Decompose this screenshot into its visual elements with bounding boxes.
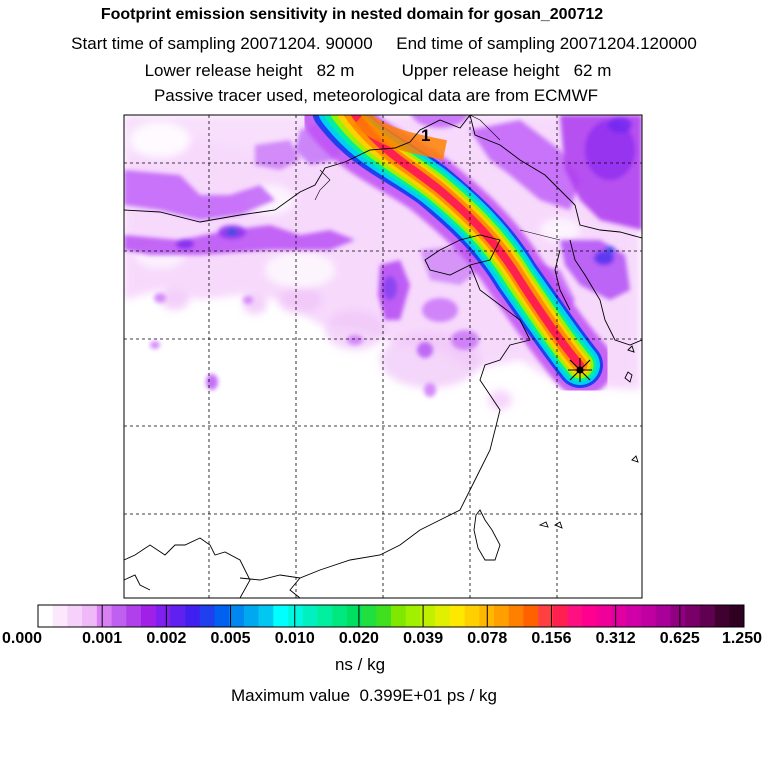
- colorbar-swatch: [449, 605, 465, 627]
- plume-label: 1: [421, 126, 430, 145]
- colorbar-labels: 0.000 0.001 0.002 0.005 0.010 0.020 0.039 0.078…: [2, 630, 762, 647]
- colorbar-swatch: [670, 605, 686, 627]
- colorbar-tick-label: 0.005: [211, 630, 251, 647]
- colorbar-swatch: [611, 605, 627, 627]
- colorbar-tick-label: 0.625: [660, 630, 700, 647]
- colorbar-swatch: [641, 605, 657, 627]
- colorbar-swatch: [96, 605, 112, 627]
- colorbar-swatch: [435, 605, 451, 627]
- country-borders: [314, 115, 561, 241]
- colorbar-frame: [37, 604, 745, 628]
- colorbar-swatch: [420, 605, 436, 627]
- colorbar-swatch: [243, 605, 259, 627]
- colorbar-swatch: [582, 605, 598, 627]
- lat-lon-grid: [124, 115, 642, 598]
- colorbar-swatch: [685, 605, 701, 627]
- colorbar-tick-label: 0.001: [82, 630, 122, 647]
- colorbar-tick-label: 0.078: [467, 630, 507, 647]
- colorbar-tick-label: 0.156: [531, 630, 571, 647]
- colorbar-swatch: [155, 605, 171, 627]
- colorbar-swatch: [258, 605, 274, 627]
- map-field: 1: [124, 115, 642, 598]
- colorbar-swatch: [38, 605, 54, 627]
- tracer-info-line: Passive tracer used, meteorological data…: [153, 86, 599, 105]
- coastlines: [124, 115, 642, 598]
- sampling-time-line: Start time of sampling 20071204. 90000 E…: [71, 34, 697, 53]
- colorbar-swatch: [317, 605, 333, 627]
- colorbar-tick-label: 1.250: [722, 630, 762, 647]
- colorbar-swatch: [140, 605, 156, 627]
- colorbar: [37, 604, 745, 628]
- colorbar-swatch: [199, 605, 215, 627]
- colorbar-swatch: [67, 605, 83, 627]
- colorbar-swatch: [346, 605, 362, 627]
- colorbar-swatch: [170, 605, 186, 627]
- colorbar-tick-label: 0.312: [596, 630, 636, 647]
- colorbar-swatch: [376, 605, 392, 627]
- colorbar-tick-label: 0.002: [146, 630, 186, 647]
- colorbar-swatch: [626, 605, 642, 627]
- colorbar-swatch: [214, 605, 230, 627]
- colorbar-swatch: [302, 605, 318, 627]
- colorbar-swatch: [288, 605, 304, 627]
- colorbar-swatch: [52, 605, 68, 627]
- colorbar-swatch: [82, 605, 98, 627]
- colorbar-swatch: [493, 605, 509, 627]
- colorbar-swatch: [229, 605, 245, 627]
- colorbar-swatch: [508, 605, 524, 627]
- colorbar-swatch: [111, 605, 127, 627]
- colorbar-swatch: [729, 605, 745, 627]
- colorbar-swatch: [538, 605, 554, 627]
- figure-title: Footprint emission sensitivity in nested…: [100, 6, 604, 23]
- map-frame: [123, 114, 643, 599]
- receptor-star-icon: [568, 358, 592, 382]
- colorbar-swatch: [714, 605, 730, 627]
- colorbar-swatch: [332, 605, 348, 627]
- units-label: ns / kg: [334, 655, 386, 674]
- colorbar-swatch: [596, 605, 612, 627]
- maximum-value-label: Maximum value 0.399E+01 ps / kg: [231, 686, 497, 705]
- colorbar-swatch: [126, 605, 142, 627]
- colorbar-swatch: [361, 605, 377, 627]
- colorbar-swatch: [185, 605, 201, 627]
- colorbar-tick-label: 0.039: [403, 630, 443, 647]
- colorbar-swatch: [655, 605, 671, 627]
- sensitivity-field-mid: [124, 115, 642, 397]
- colorbar-swatch: [273, 605, 289, 627]
- colorbar-swatch: [405, 605, 421, 627]
- colorbar-tick-label: 0.020: [339, 630, 379, 647]
- colorbar-swatch: [464, 605, 480, 627]
- colorbar-tick-label: 0.010: [275, 630, 315, 647]
- colorbar-swatch: [391, 605, 407, 627]
- release-height-line: Lower release height 82 m Upper release …: [144, 61, 612, 80]
- colorbar-swatch: [479, 605, 495, 627]
- colorbar-swatch: [567, 605, 583, 627]
- colorbar-swatch: [699, 605, 715, 627]
- colorbar-swatch: [552, 605, 568, 627]
- colorbar-swatch: [523, 605, 539, 627]
- colorbar-tick-label: 0.000: [2, 630, 42, 647]
